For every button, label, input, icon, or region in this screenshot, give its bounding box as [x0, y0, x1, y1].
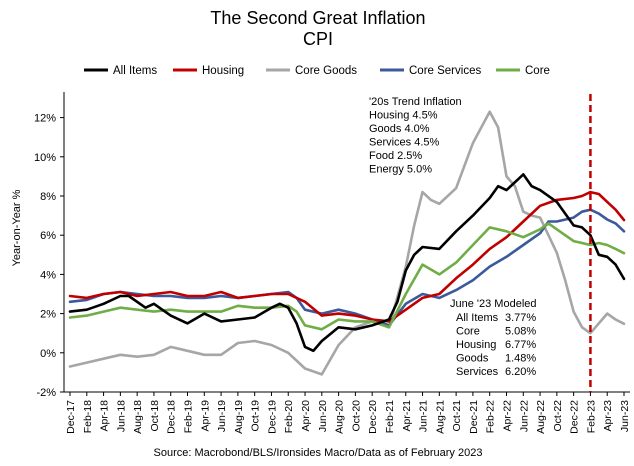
legend-label: Core Goods [295, 65, 357, 77]
x-tick-label: Dec-19 [266, 400, 278, 434]
x-tick-label: Oct-20 [350, 400, 362, 432]
x-tick-label: Apr-18 [99, 400, 111, 432]
x-tick-label: Oct-19 [250, 400, 262, 432]
x-tick-label: Feb-18 [82, 400, 94, 433]
y-tick-label: 10% [34, 152, 56, 164]
x-tick-label: Feb-22 [485, 400, 497, 433]
x-axis-ticks: Dec-17 Feb-18 Apr-18 Jun-18 Aug-18 Oct-18 Dec-… [65, 392, 631, 434]
modeled-note-label: Core [456, 326, 480, 338]
y-tick-label: 4% [40, 269, 56, 281]
legend-label: Housing [202, 65, 244, 77]
series-line-core [68, 222, 626, 331]
trend-note-line: Housing 4.5% [369, 110, 438, 122]
series-line-housing [68, 190, 626, 323]
modeled-annotation: June '23 Modeled All Items 3.77% Core 5.08% H… [450, 298, 537, 378]
y-tick-label: -2% [36, 387, 56, 399]
y-tick-label: 6% [40, 230, 56, 242]
modeled-note-label: Services [456, 366, 499, 378]
x-tick-label: Dec-18 [166, 400, 178, 434]
legend-label: All Items [113, 65, 157, 77]
x-tick-label: Apr-22 [501, 400, 513, 432]
x-tick-label: Apr-20 [300, 400, 312, 432]
modeled-note-label: Goods [456, 353, 489, 365]
modeled-note-value: 1.48% [505, 353, 536, 365]
modeled-note-value: 5.08% [505, 326, 536, 338]
x-tick-label: Oct-21 [451, 400, 463, 432]
trend-note-line: Goods 4.0% [369, 123, 430, 135]
x-tick-label: Aug-20 [334, 400, 346, 434]
trend-note-line: Energy 5.0% [369, 164, 432, 176]
legend-label: Core Services [409, 65, 481, 77]
y-axis-label: Year-on-Year % [11, 189, 23, 266]
x-tick-label: Jun-20 [317, 400, 329, 432]
x-tick-label: Dec-21 [468, 400, 480, 434]
y-tick-label: 12% [34, 113, 56, 125]
y-axis-ticks: -2% 0% 2% 4% 6% 8% 10% 12% [34, 113, 64, 399]
chart-title: The Second Great Inflation [210, 8, 425, 28]
axes [63, 92, 630, 393]
trend-note-line: Services 4.5% [369, 137, 440, 149]
series-lines [68, 94, 626, 392]
x-tick-label: Jun-23 [619, 400, 631, 432]
legend: All Items Housing Core Goods Core Services C… [84, 65, 550, 77]
x-tick-label: Jun-18 [115, 400, 127, 432]
x-tick-label: Feb-19 [183, 400, 195, 433]
x-tick-label: Feb-20 [283, 400, 295, 433]
trend-annotation: '20s Trend Inflation Housing 4.5%Goods 4.… [369, 96, 462, 176]
x-tick-label: Jun-21 [418, 400, 430, 432]
x-tick-label: Oct-18 [149, 400, 161, 432]
modeled-note-value: 3.77% [505, 312, 536, 324]
modeled-note-title: June '23 Modeled [450, 298, 537, 310]
series-line-core-goods [68, 110, 626, 376]
x-tick-label: Dec-20 [367, 400, 379, 434]
x-tick-label: Aug-18 [132, 400, 144, 434]
y-tick-label: 0% [40, 348, 56, 360]
x-tick-label: Jun-22 [518, 400, 530, 432]
x-tick-label: Apr-23 [602, 400, 614, 432]
x-tick-label: Feb-23 [585, 400, 597, 433]
x-tick-label: Aug-22 [535, 400, 547, 434]
x-tick-label: Dec-17 [65, 400, 77, 434]
x-tick-label: Aug-19 [233, 400, 245, 434]
x-tick-label: Oct-22 [552, 400, 564, 432]
x-tick-label: Dec-22 [569, 400, 581, 434]
modeled-note-value: 6.20% [505, 366, 536, 378]
x-tick-label: Apr-21 [401, 400, 413, 432]
x-tick-label: Aug-21 [434, 400, 446, 434]
trend-note-line: Food 2.5% [369, 150, 422, 162]
y-tick-label: 8% [40, 191, 56, 203]
y-tick-label: 2% [40, 309, 56, 321]
trend-note-line: '20s Trend Inflation [369, 96, 462, 108]
modeled-note-label: Housing [456, 339, 496, 351]
x-tick-label: Apr-19 [199, 400, 211, 432]
modeled-note-value: 6.77% [505, 339, 536, 351]
series-line-all-items [68, 173, 626, 353]
modeled-note-label: All Items [456, 312, 499, 324]
source-note: Source: Macrobond/BLS/Ironsides Macro/Da… [154, 447, 483, 459]
series-line-core-services [68, 208, 626, 327]
x-tick-label: Feb-21 [384, 400, 396, 433]
x-tick-label: Jun-19 [216, 400, 228, 432]
chart-subtitle: CPI [303, 29, 333, 49]
legend-label: Core [525, 65, 550, 77]
